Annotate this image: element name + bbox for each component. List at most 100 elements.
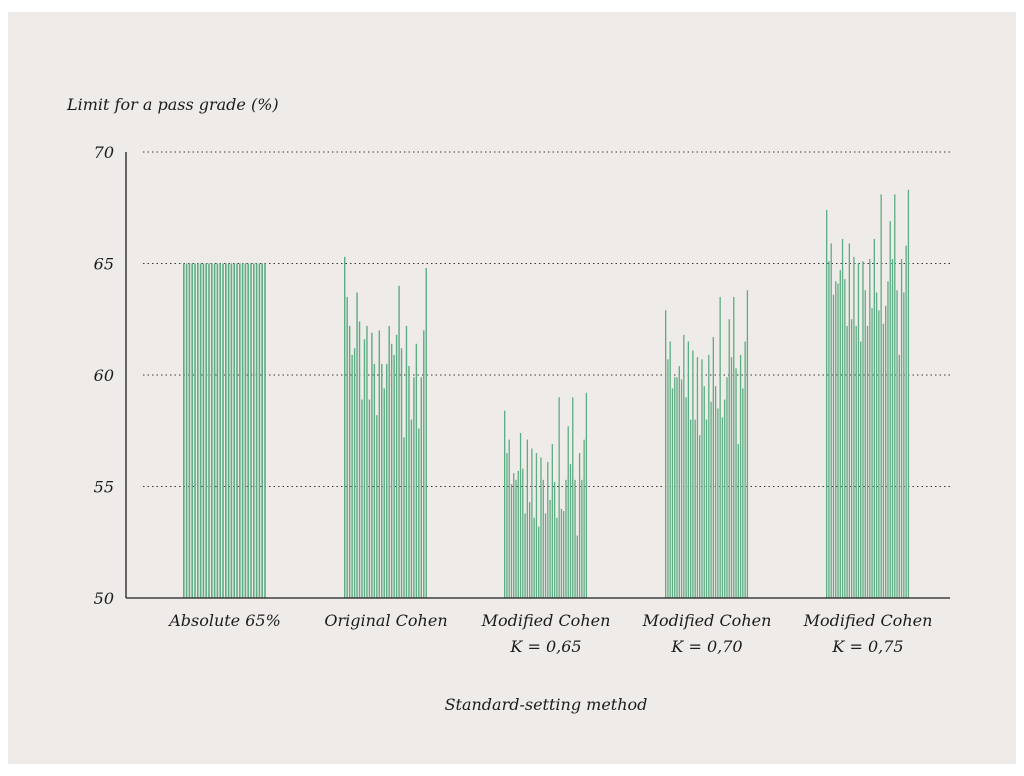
bar — [703, 386, 705, 598]
bar — [889, 221, 891, 598]
bar — [405, 325, 408, 598]
bar — [197, 263, 199, 598]
bar — [544, 513, 547, 598]
y-tick-labels: 70 65 60 55 50 — [94, 143, 114, 608]
category-label: Modified Cohen — [481, 611, 611, 630]
bar — [423, 330, 425, 598]
bar — [882, 323, 885, 598]
bar — [236, 263, 238, 598]
bar — [866, 325, 869, 598]
chart-panel: Limit for a pass grade (%) 70 65 60 55 50 Ab… — [8, 12, 1016, 764]
bar — [371, 332, 373, 598]
bar — [563, 511, 565, 598]
bar — [239, 263, 241, 598]
bar — [531, 448, 533, 598]
bar — [560, 508, 563, 598]
bar — [540, 457, 542, 598]
bar — [227, 263, 230, 598]
bar — [517, 470, 519, 598]
bar — [216, 263, 219, 598]
bar — [202, 263, 205, 598]
bar — [415, 343, 418, 598]
bar — [719, 296, 721, 598]
category-label: K = 0,70 — [670, 637, 742, 656]
bar — [366, 325, 368, 598]
bar — [549, 499, 551, 598]
bar — [222, 263, 224, 598]
y-axis-title: Limit for a pass grade (%) — [66, 95, 279, 114]
bar — [728, 319, 730, 598]
bar — [368, 399, 371, 598]
bar — [739, 354, 742, 598]
bar — [855, 325, 857, 598]
bar — [828, 261, 830, 598]
bar — [253, 263, 255, 598]
x-axis-title: Standard-setting method — [445, 695, 648, 714]
bar — [250, 263, 252, 598]
bar — [699, 435, 701, 598]
bar — [696, 357, 699, 598]
bar — [694, 419, 696, 598]
bar — [348, 325, 351, 598]
bar — [194, 263, 196, 598]
bar — [378, 330, 381, 598]
bar — [680, 379, 683, 598]
bar — [846, 325, 848, 598]
bar — [346, 296, 348, 598]
bar — [420, 377, 423, 598]
bar — [905, 245, 907, 598]
bar — [356, 292, 358, 598]
bar — [830, 243, 832, 598]
bar — [199, 263, 202, 598]
bar — [506, 453, 508, 598]
bar — [714, 386, 717, 598]
bar — [526, 439, 529, 598]
bar — [726, 377, 728, 598]
bar — [671, 388, 674, 598]
bar — [185, 263, 188, 598]
bar — [211, 263, 213, 598]
category-label: Original Cohen — [324, 611, 447, 630]
bar — [742, 388, 744, 598]
bar — [692, 350, 694, 598]
bar — [678, 366, 680, 598]
bar — [388, 325, 390, 598]
bar — [896, 290, 898, 598]
bar — [425, 267, 427, 598]
bar — [837, 283, 839, 598]
bar — [708, 354, 710, 598]
bar — [869, 259, 871, 598]
bar — [669, 341, 671, 598]
bar — [667, 359, 669, 598]
bar — [230, 263, 233, 598]
bar — [233, 263, 236, 598]
bar — [873, 238, 875, 598]
bar — [538, 526, 540, 598]
bar — [832, 294, 835, 598]
category-label: K = 0,75 — [831, 637, 903, 656]
y-tick-label: 65 — [94, 255, 114, 274]
bar — [705, 419, 708, 598]
bar — [853, 256, 855, 598]
bar — [701, 359, 703, 598]
bar — [721, 417, 724, 598]
bar — [687, 341, 690, 598]
bar — [264, 263, 266, 598]
category-label: Modified Cohen — [803, 611, 933, 630]
bar — [576, 535, 578, 598]
bar — [737, 444, 739, 598]
bar — [885, 305, 887, 598]
bar — [665, 310, 667, 598]
bar — [574, 479, 576, 598]
y-tick-label: 50 — [94, 589, 114, 608]
bar — [219, 263, 222, 598]
bar — [205, 263, 208, 598]
bar — [547, 461, 549, 598]
bars — [183, 189, 910, 599]
bar — [533, 517, 535, 598]
bar — [835, 281, 837, 598]
category-label: Absolute 65% — [167, 611, 281, 630]
bar — [898, 354, 900, 598]
bar — [569, 464, 572, 598]
bar — [361, 399, 363, 598]
